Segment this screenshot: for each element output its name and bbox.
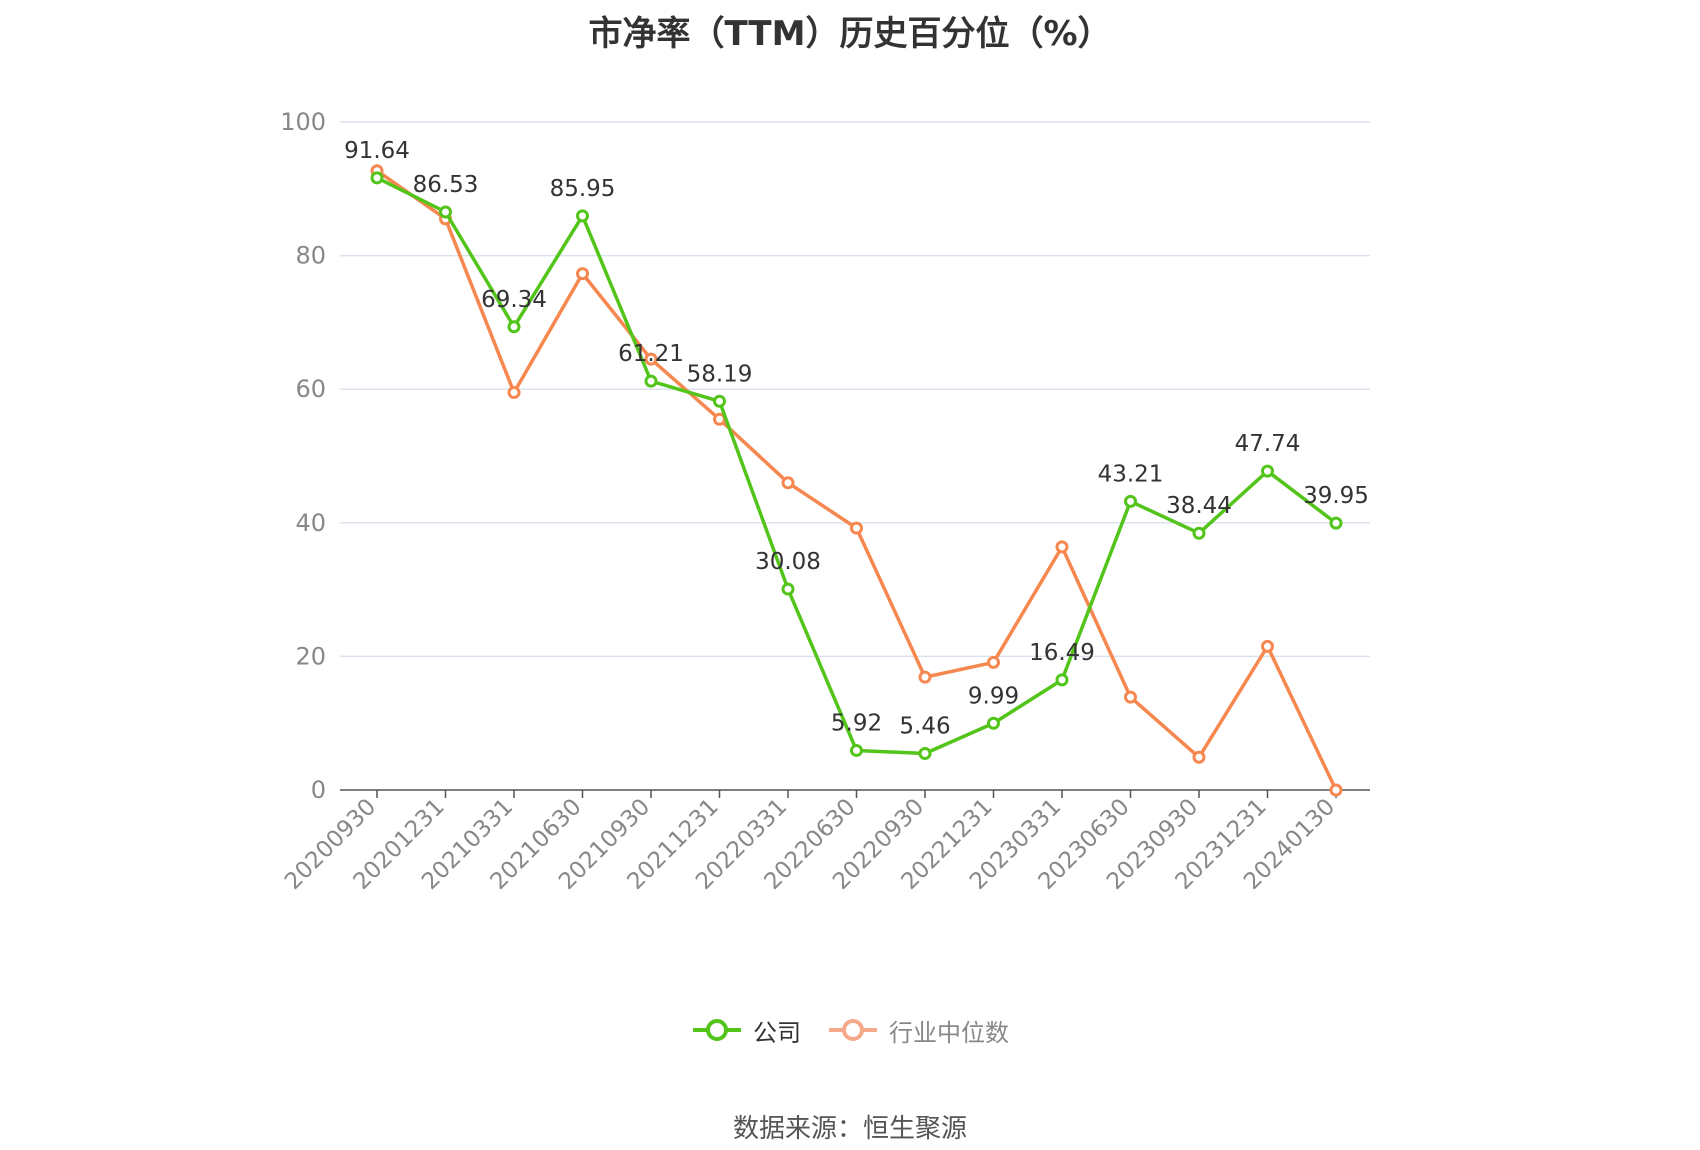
point-company bbox=[918, 747, 932, 761]
data-label-company: 47.74 bbox=[1235, 431, 1301, 457]
point-company bbox=[507, 320, 521, 334]
legend-label-industry: 行业中位数 bbox=[889, 1018, 1009, 1047]
legend-item-industry[interactable]: 行业中位数 bbox=[827, 1013, 1009, 1048]
point-company bbox=[370, 171, 384, 185]
series-line-industry bbox=[375, 169, 1338, 791]
chart-title: 市净率（TTM）历史百分位（%） bbox=[588, 14, 1112, 54]
legend: 公司 行业中位数 bbox=[0, 1010, 1700, 1050]
point-industry bbox=[1329, 783, 1343, 797]
point-company bbox=[576, 209, 589, 223]
point-company bbox=[1055, 673, 1069, 687]
data-label-company: 43.21 bbox=[1098, 461, 1164, 487]
point-company bbox=[850, 743, 863, 757]
axes: 0204060801002020093020201231202103312021… bbox=[280, 108, 1370, 895]
point-industry bbox=[644, 352, 658, 366]
series-line-company bbox=[376, 176, 1338, 756]
data-label-company: 91.64 bbox=[344, 138, 410, 164]
y-tick-label: 40 bbox=[295, 509, 326, 537]
data-label-company: 5.92 bbox=[831, 710, 882, 736]
point-industry bbox=[918, 670, 932, 684]
point-industry bbox=[987, 655, 1000, 669]
data-label-company: 38.44 bbox=[1166, 493, 1232, 519]
legend-item-company[interactable]: 公司 bbox=[691, 1013, 801, 1048]
point-industry bbox=[1055, 540, 1069, 554]
point-company bbox=[1192, 526, 1206, 540]
point-industry bbox=[1261, 639, 1274, 653]
data-label-company: 5.46 bbox=[899, 714, 950, 740]
grid-lines bbox=[340, 121, 1370, 658]
y-tick-label: 20 bbox=[295, 642, 326, 670]
data-label-company: 61.21 bbox=[618, 341, 684, 367]
point-industry bbox=[507, 386, 521, 400]
data-label-company: 69.34 bbox=[481, 287, 547, 313]
point-industry bbox=[1124, 690, 1137, 704]
point-company bbox=[644, 374, 658, 388]
data-label-company: 86.53 bbox=[413, 172, 479, 198]
point-company bbox=[439, 205, 452, 219]
data-label-company: 39.95 bbox=[1303, 483, 1369, 509]
point-company bbox=[781, 582, 795, 596]
data-label-company: 16.49 bbox=[1029, 640, 1095, 666]
point-industry bbox=[781, 476, 795, 490]
circle-line-marker-icon bbox=[693, 1019, 741, 1041]
data-label-company: 85.95 bbox=[550, 176, 616, 202]
point-company bbox=[713, 394, 726, 408]
point-industry bbox=[850, 521, 863, 535]
point-company bbox=[1329, 516, 1343, 530]
point-company bbox=[987, 716, 1000, 730]
data-label-company: 30.08 bbox=[755, 549, 821, 575]
y-tick-label: 0 bbox=[311, 776, 326, 804]
series-lines bbox=[370, 164, 1343, 797]
source-note: 数据来源：恒生聚源 bbox=[732, 1114, 967, 1144]
point-industry bbox=[576, 267, 589, 281]
y-tick-label: 100 bbox=[280, 108, 326, 136]
point-industry bbox=[1192, 750, 1206, 764]
point-company bbox=[1261, 464, 1274, 478]
point-company bbox=[1124, 494, 1137, 508]
circle-line-marker-icon bbox=[829, 1019, 877, 1041]
legend-label-company: 公司 bbox=[753, 1018, 801, 1047]
data-label-company: 58.19 bbox=[687, 361, 753, 387]
y-tick-label: 60 bbox=[295, 375, 326, 403]
y-tick-label: 80 bbox=[295, 242, 326, 270]
data-label-company: 9.99 bbox=[968, 683, 1019, 709]
